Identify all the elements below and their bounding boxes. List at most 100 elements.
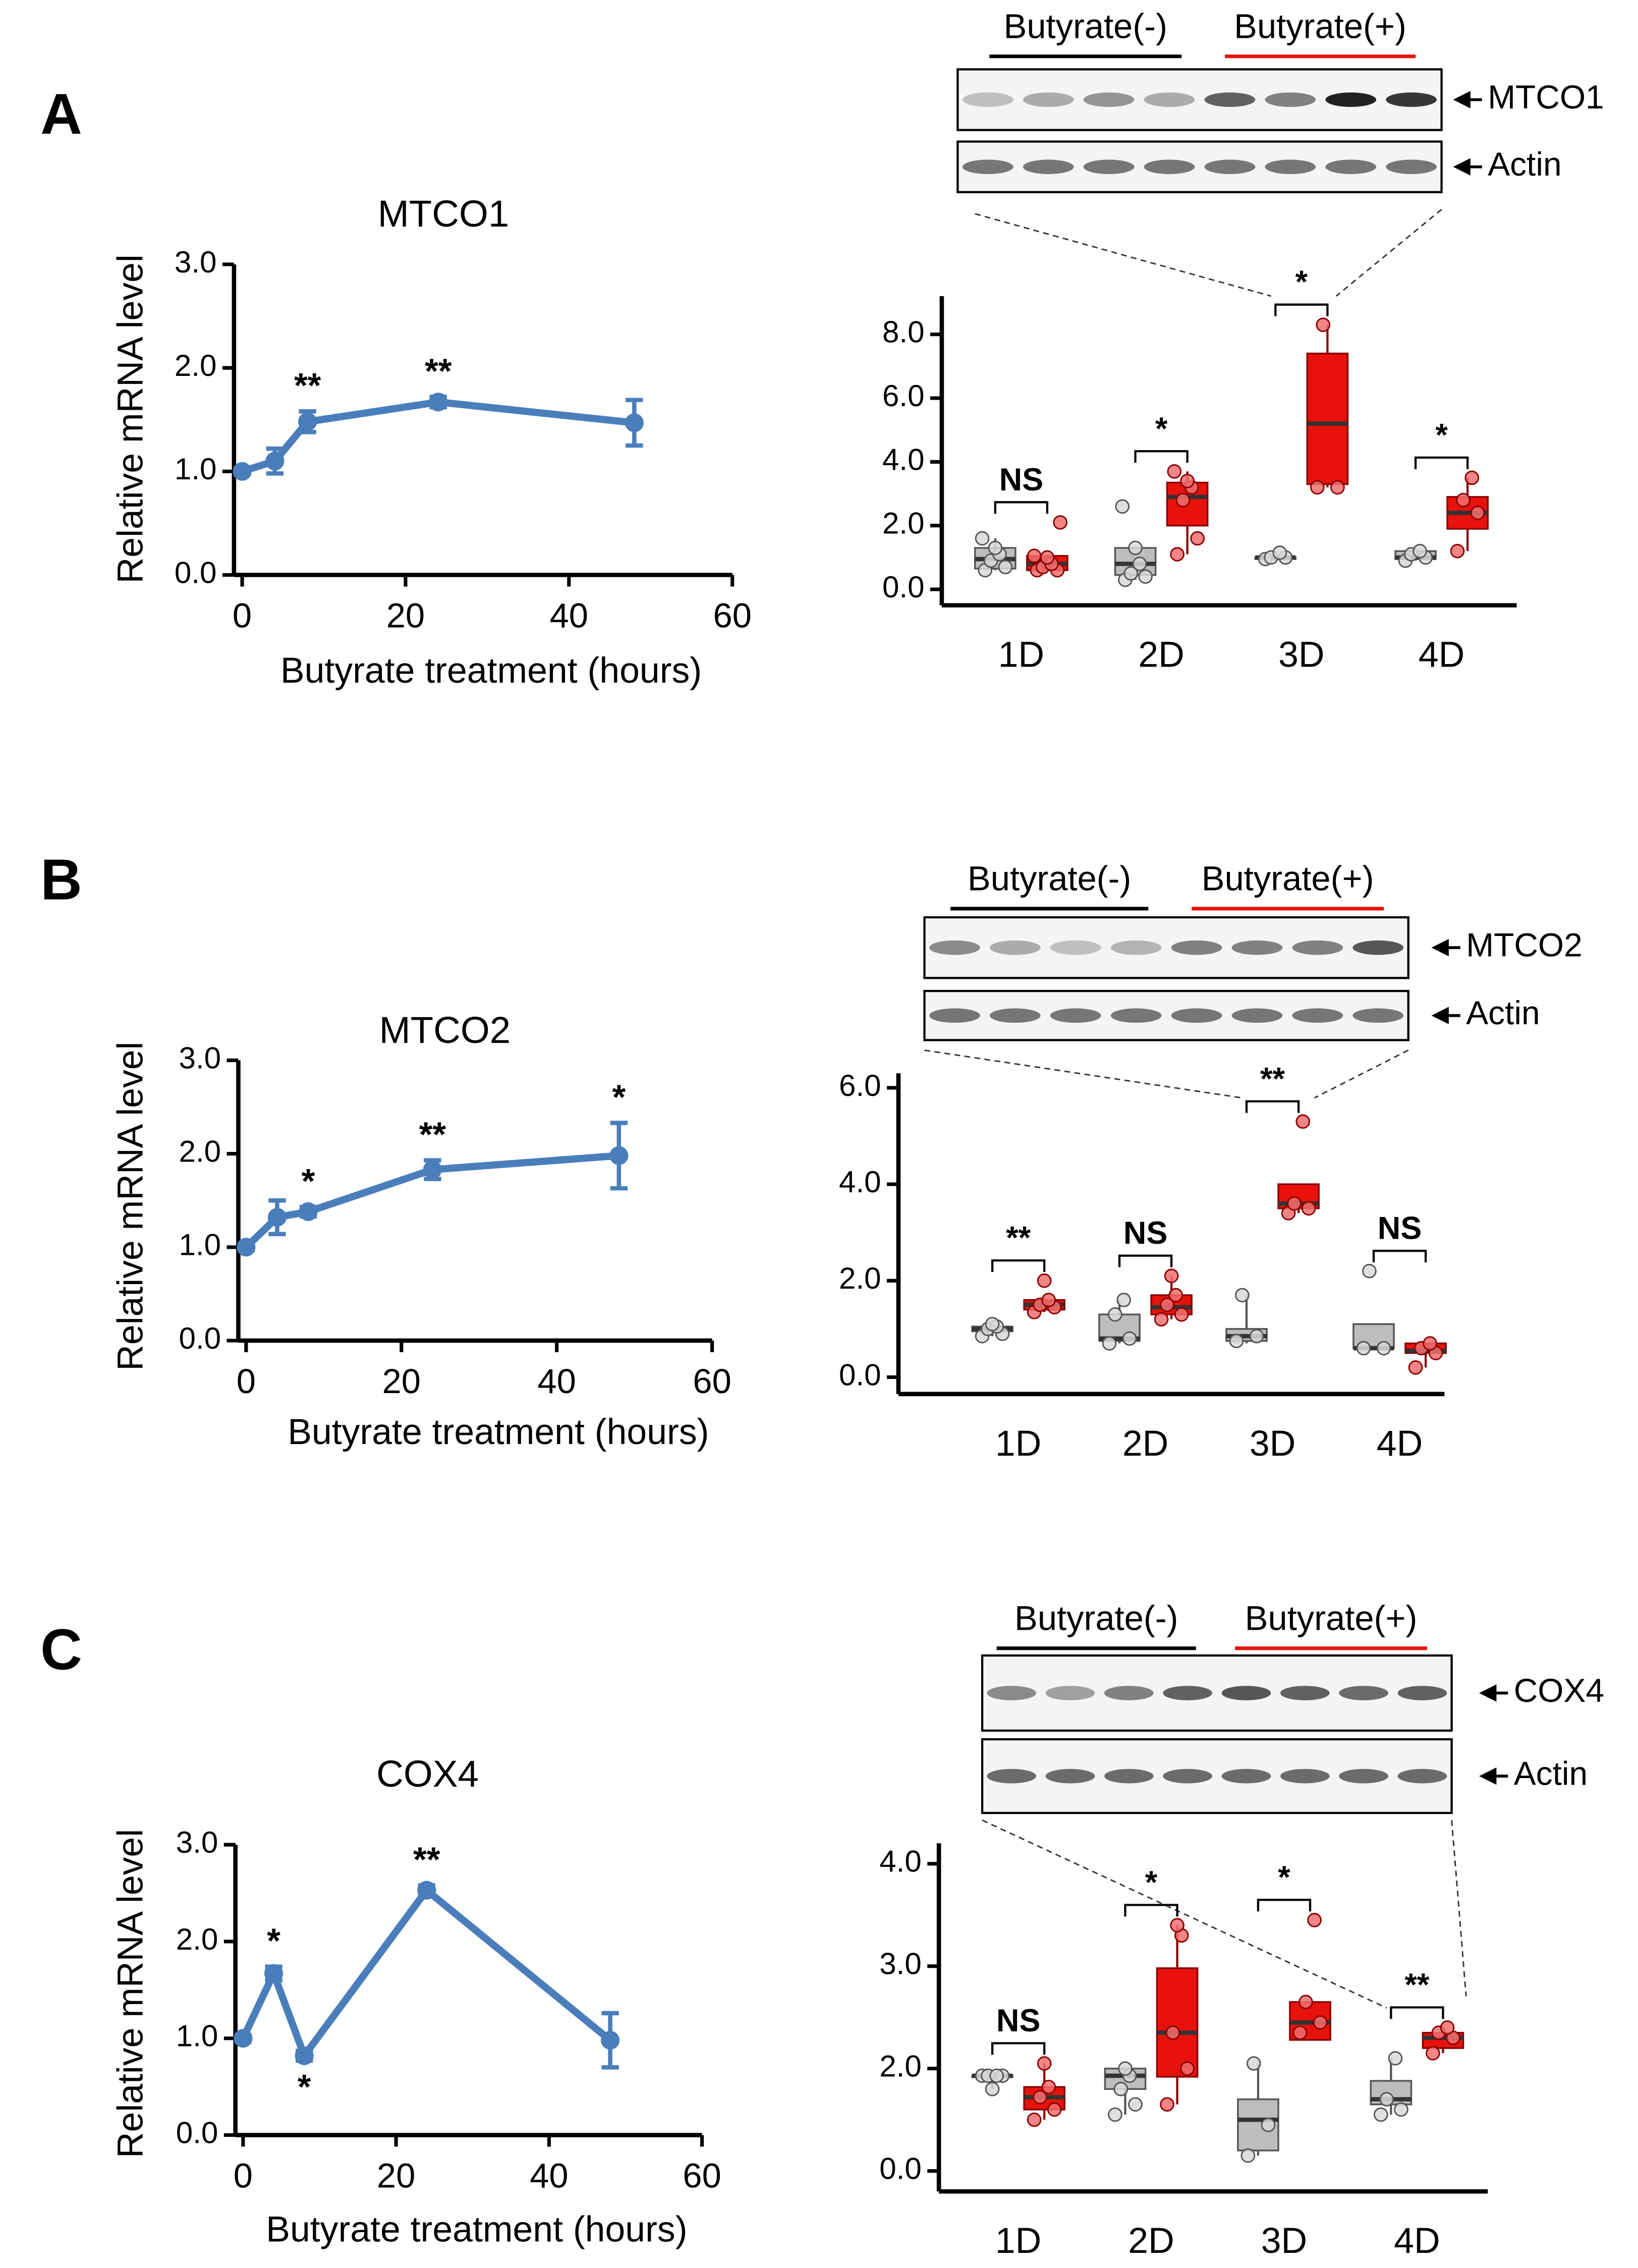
box-point	[1167, 464, 1182, 479]
blot-band	[929, 1008, 980, 1023]
blot-band	[1083, 159, 1135, 174]
blot-band	[1280, 1768, 1330, 1784]
x-axis-label: Butyrate treatment (hours)	[280, 650, 702, 691]
data-point	[417, 1880, 436, 1900]
x-tick-label: 40	[537, 1362, 576, 1401]
box-point	[1040, 550, 1055, 565]
box-point	[1295, 1114, 1311, 1129]
significance-bracket	[1414, 456, 1469, 469]
box	[1306, 352, 1349, 485]
y-tick-label: 4.0	[839, 1165, 881, 1199]
significance: *	[1145, 1865, 1158, 1900]
y-tick-label: 0.0	[879, 2152, 922, 2186]
x-tick-label: 20	[377, 2156, 415, 2195]
y-tick-label: 1.0	[175, 452, 217, 486]
band-arrow	[1453, 91, 1471, 108]
box-point	[1426, 2045, 1440, 2061]
x-tick-label: 3D	[1261, 2221, 1307, 2261]
box-point	[1356, 1341, 1371, 1356]
zoom-line	[1314, 1049, 1409, 1099]
significance: *	[302, 1162, 315, 1201]
significance: *	[1155, 411, 1168, 447]
band-label: MTCO1	[1488, 78, 1604, 116]
group-label: Butyrate(-)	[1004, 7, 1168, 45]
band-arrow	[1431, 1007, 1449, 1024]
blot-band	[990, 1008, 1041, 1023]
box-point	[1316, 317, 1331, 333]
box-point	[1330, 480, 1345, 495]
data-point	[264, 1964, 284, 1983]
blot-band	[1386, 92, 1437, 107]
data-point	[609, 1146, 629, 1165]
box-point	[1388, 2051, 1403, 2066]
data-point	[429, 393, 448, 412]
blot-band	[1339, 1686, 1389, 1700]
box-point	[1240, 2148, 1256, 2163]
x-tick-label: 3D	[1250, 1423, 1295, 1464]
group-label: Butyrate(-)	[1014, 1599, 1178, 1638]
y-tick-label: 1.0	[176, 2019, 218, 2053]
y-tick-label: 3.0	[175, 245, 217, 279]
band-arrow	[1453, 158, 1471, 176]
box-point	[1037, 1273, 1052, 1288]
box-point	[1033, 2090, 1047, 2105]
blot-band	[1083, 92, 1135, 107]
blot-band	[1221, 1768, 1271, 1784]
y-axis-label: Relative mRNA level	[110, 254, 150, 583]
box-point	[1310, 480, 1325, 495]
y-tick-label: 1.0	[179, 1228, 221, 1262]
significance: *	[1295, 264, 1308, 300]
blot-band	[1231, 940, 1283, 955]
box-point	[1247, 2056, 1261, 2071]
box-point	[1376, 1341, 1391, 1356]
y-tick-label: 6.0	[839, 1069, 881, 1102]
significance-bracket	[1257, 1899, 1312, 1912]
significance: **	[419, 1115, 446, 1154]
y-tick-label: 0.0	[176, 2116, 218, 2149]
blot-band	[1397, 1768, 1447, 1784]
box-point	[1037, 2056, 1052, 2071]
x-tick-label: 60	[693, 1362, 731, 1401]
box-point	[1170, 547, 1184, 562]
blot-band	[1163, 1768, 1213, 1784]
significance-bracket	[994, 501, 1049, 514]
blot-band	[1144, 92, 1195, 107]
blot-band	[1045, 1686, 1095, 1700]
data-point	[601, 2031, 620, 2050]
box-point	[1440, 2020, 1455, 2035]
x-tick-label: 0	[234, 2156, 253, 2195]
x-tick-label: 2D	[1128, 2221, 1174, 2261]
x-tick-label: 4D	[1394, 2221, 1440, 2261]
x-tick-label: 1D	[995, 1423, 1041, 1464]
box-point	[1394, 2102, 1408, 2117]
chart-title: MTCO2	[379, 1009, 511, 1051]
significance: *	[1278, 1860, 1290, 1895]
box-point	[1108, 1307, 1122, 1322]
y-tick-label: 0.0	[175, 556, 217, 589]
y-tick-label: 0.0	[179, 1321, 221, 1355]
blot-band	[987, 1768, 1037, 1784]
box-point	[985, 2082, 1000, 2096]
y-tick-label: 3.0	[879, 1947, 922, 1981]
blot-band	[1171, 940, 1222, 955]
box	[1156, 1967, 1199, 2078]
y-tick-label: 2.0	[839, 1261, 881, 1295]
significance: **	[1404, 1967, 1430, 2003]
blot-band	[1265, 159, 1316, 174]
group-label: Butyrate(-)	[968, 859, 1132, 898]
blot-band	[1023, 159, 1074, 174]
blot-band	[1110, 940, 1162, 955]
significance: *	[1435, 417, 1448, 453]
blot-band	[1050, 940, 1101, 955]
significance: *	[267, 1921, 280, 1960]
box-point	[1160, 1297, 1174, 1312]
y-axis-label: Relative mRNA level	[110, 1829, 150, 2158]
y-tick-label: 4.0	[879, 1845, 922, 1878]
significance-bracket	[1390, 2006, 1444, 2019]
data-point	[234, 2029, 253, 2048]
significance: NS	[996, 2003, 1041, 2038]
box-point	[1175, 492, 1191, 508]
significance: *	[298, 2067, 311, 2106]
